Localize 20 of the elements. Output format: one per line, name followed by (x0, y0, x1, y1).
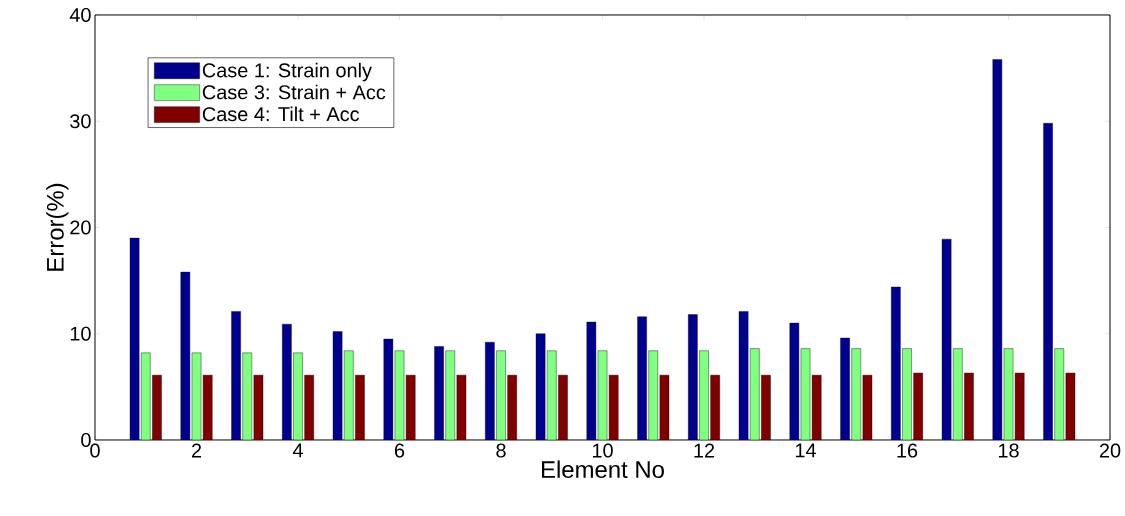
x-tick-label: 8 (496, 443, 506, 458)
x-tick-label: 2 (191, 443, 202, 458)
x-tick-label: 6 (394, 443, 405, 458)
y-tick-label: 30 (70, 114, 91, 129)
y-tick-label: 10 (70, 326, 91, 341)
x-tick-label: 20 (1099, 443, 1121, 458)
legend-label: Case 4: Tilt + Acc (202, 106, 360, 122)
x-tick-label: 12 (694, 443, 715, 458)
legend-label: Case 1: Strain only (202, 62, 372, 82)
x-tick-label: 10 (592, 443, 613, 458)
x-axis-title: Element No (542, 460, 664, 479)
y-tick-label: 0 (81, 432, 91, 448)
legend-label: Case 3: Strain + Acc (202, 84, 386, 100)
x-tick-label: 16 (897, 443, 918, 458)
x-tick-label: 18 (998, 443, 1019, 458)
y-tick-label: 20 (70, 220, 91, 235)
x-tick-label: 4 (292, 443, 303, 458)
x-tick-label: 14 (795, 443, 816, 458)
y-tick-label: 40 (69, 7, 91, 23)
y-axis-title: Error(%) (46, 183, 69, 271)
